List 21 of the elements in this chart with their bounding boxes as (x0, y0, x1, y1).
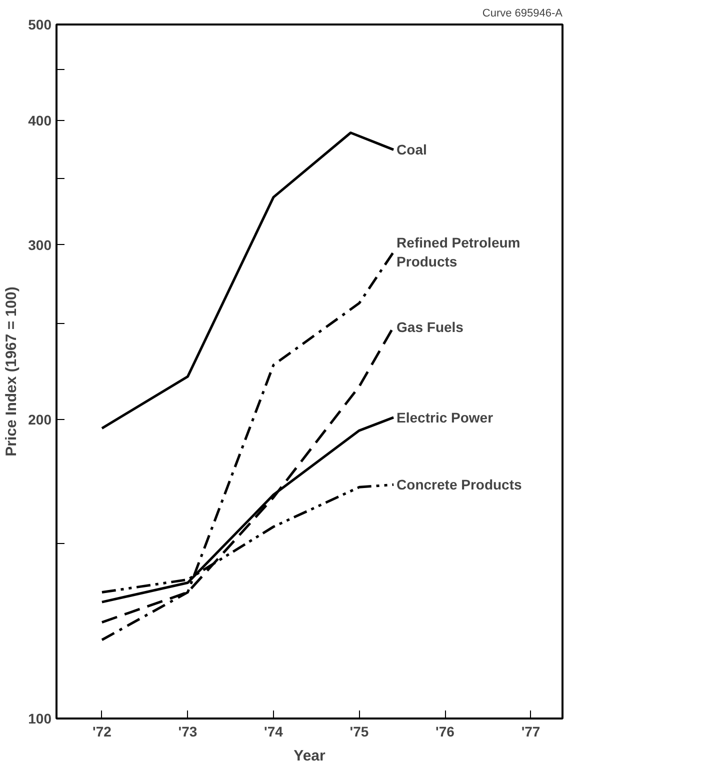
y-tick-label: 400 (28, 112, 52, 129)
x-tick-label: '74 (264, 724, 284, 740)
y-axis-title: Price Index (1967 = 100) (3, 286, 20, 456)
series-label: Coal (396, 142, 427, 158)
y-tick-label: 100 (28, 710, 52, 726)
series-label: Refined Petroleum Products (396, 234, 520, 270)
line-series (100, 250, 395, 642)
x-tick-label: '76 (436, 724, 455, 740)
text: Curve 695946-A (482, 8, 564, 20)
series-label: Concrete Products (396, 476, 522, 493)
x-axis-title: Year (294, 748, 326, 764)
y-tick-label: 300 (28, 236, 52, 253)
x-tick-label: '72 (92, 724, 112, 740)
x-tick-label: '77 (521, 724, 540, 740)
line-series (100, 131, 395, 430)
y-tick-label: 200 (28, 412, 52, 428)
y-tick-label: 500 (28, 16, 52, 32)
series-label: Electric Power (396, 409, 494, 426)
series-label: Gas Fuels (396, 318, 464, 335)
x-tick-label: '73 (178, 724, 198, 740)
x-tick-label: '75 (350, 724, 369, 740)
